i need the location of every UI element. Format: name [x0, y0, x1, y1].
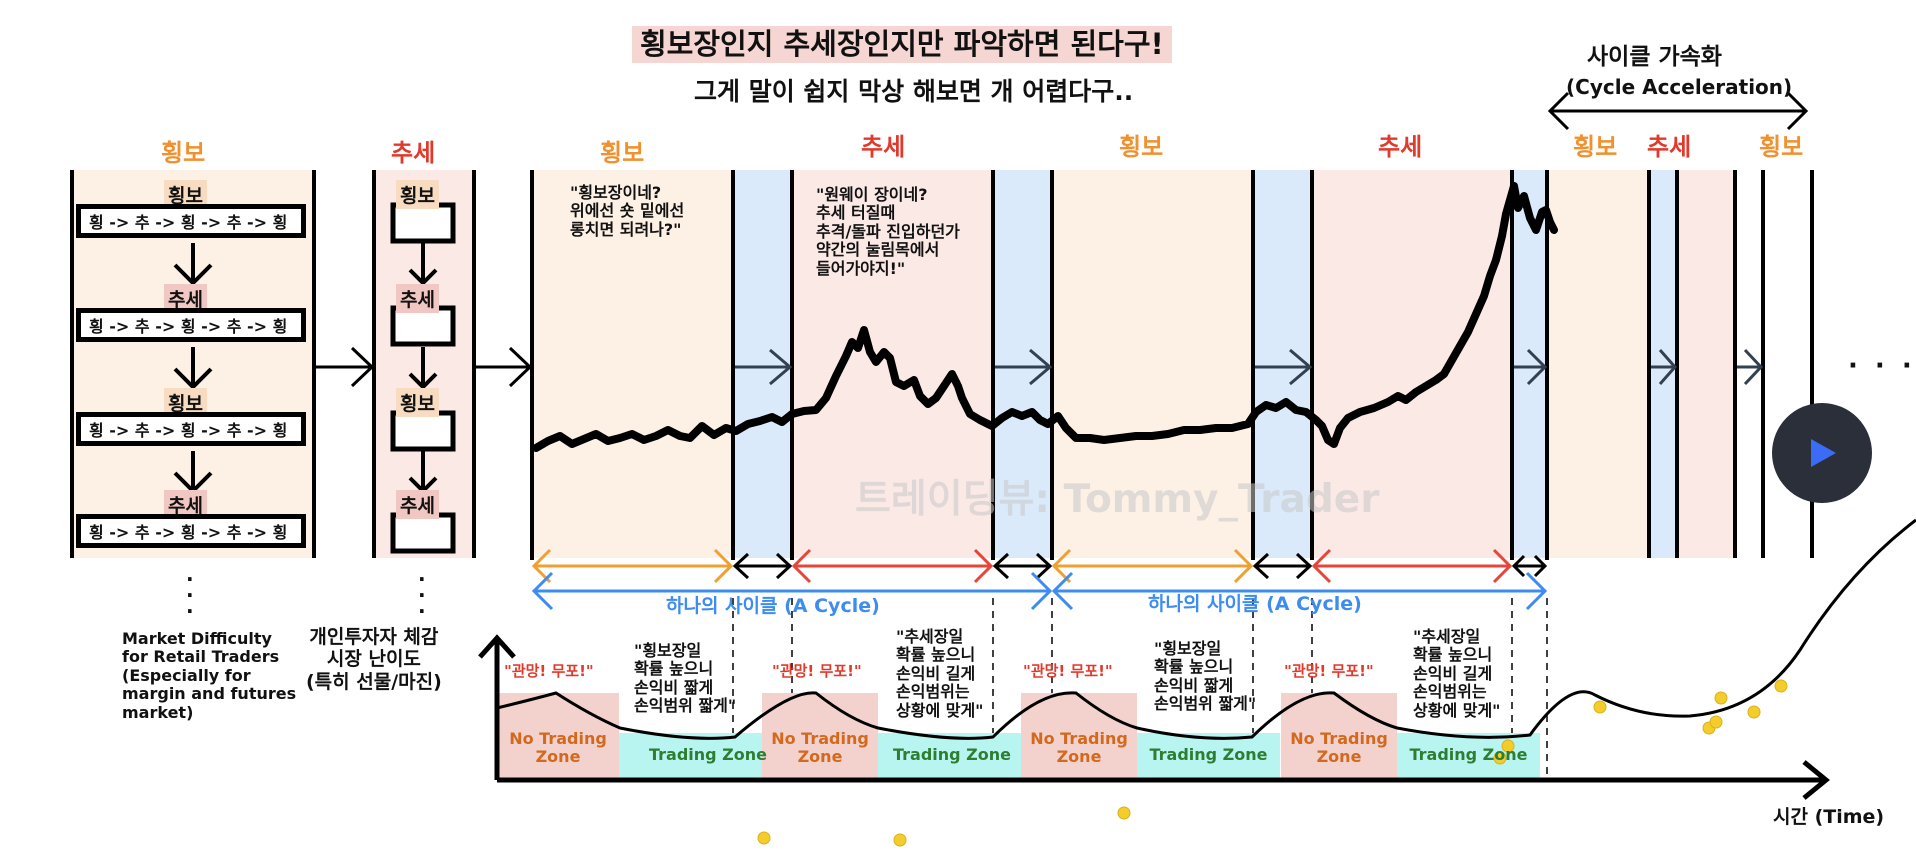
trading-zone-2: Trading Zone [892, 745, 1012, 764]
no-trading-zone-2: No Trading Zone [771, 729, 869, 767]
more-ellipsis: · · · [1848, 351, 1916, 381]
hope-label-4: "관망! 무포!" [1284, 662, 1374, 680]
transition-arrows [735, 348, 1764, 386]
zone-note-range-2: "횡보장일 확률 높으니 손익비 짧게 손익범위 짧게" [1154, 639, 1257, 714]
price-line [532, 182, 1558, 452]
transition-3-bg [1253, 170, 1312, 558]
header-col2: 추세 [391, 139, 436, 167]
cycle-arrows [531, 571, 1548, 611]
acc-trend-bg [1677, 170, 1735, 558]
decorative-dots [757, 679, 1788, 847]
middle-ellipsis: . . . [418, 562, 426, 618]
difficulty-label-en: Market Difficulty for Retail Traders (Es… [122, 629, 297, 722]
trading-zone-1: Trading Zone [648, 745, 768, 764]
difficulty-zones [497, 693, 1540, 780]
acceleration-label-ko: 사이클 가속화 [1587, 44, 1722, 70]
zone-note-trend-2: "추세장일 확률 높으니 손익비 길게 손익범위는 상황에 맞게" [1413, 627, 1501, 720]
hope-label-2: "관망! 무포!" [772, 662, 862, 680]
cycle-label-2: 하나의 사이클 (A Cycle) [1148, 593, 1362, 615]
left-sequence-2: 횡 -> 추 -> 횡 -> 추 -> 횡 [76, 308, 306, 342]
page-title: 횡보장인지 추세장인지만 파악하면 된다구! [632, 26, 1172, 64]
page-subtitle: 그게 말이 쉽지 막상 해보면 개 어렵다구.. [694, 77, 1134, 106]
phase-span-arrows [531, 548, 1548, 584]
no-trading-zone-4: No Trading Zone [1290, 729, 1388, 767]
watermark: 트레이딩뷰: Tommy_Trader [855, 477, 1380, 522]
trend-phase-2-bg [1312, 170, 1512, 558]
left-sequence-4: 횡 -> 추 -> 횡 -> 추 -> 횡 [76, 514, 306, 548]
header-acc-range-2: 횡보 [1759, 133, 1804, 161]
difficulty-axes [478, 634, 1830, 800]
zone-note-range-1: "횡보장일 확률 높으니 손익비 짧게 손익범위 짧게" [634, 641, 737, 716]
play-icon [1811, 439, 1836, 467]
header-col1: 횡보 [161, 139, 206, 167]
transition-1-bg [733, 170, 792, 558]
no-trading-zone-3: No Trading Zone [1030, 729, 1128, 767]
guide-lines [732, 598, 1548, 780]
difficulty-label-ko: 개인투자자 체감 시장 난이도 (특히 선물/마진) [306, 626, 442, 693]
transition-2-bg [993, 170, 1052, 558]
hope-label-3: "관망! 무포!" [1023, 662, 1113, 680]
middle-tag-trend-1: 추세 [396, 284, 439, 313]
left-sequence-3: 횡 -> 추 -> 횡 -> 추 -> 횡 [76, 412, 306, 446]
header-trend-2: 추세 [1378, 133, 1423, 161]
play-button[interactable] [1772, 403, 1872, 503]
middle-tag-range-2: 횡보 [396, 388, 439, 417]
zone-note-trend-1: "추세장일 확률 높으니 손익비 길게 손익범위는 상황에 맞게" [896, 627, 984, 720]
acceleration-label-en: (Cycle Acceleration) [1566, 75, 1793, 99]
left-ellipsis: . . . [186, 562, 194, 618]
cycle-label-1: 하나의 사이클 (A Cycle) [666, 595, 880, 617]
header-range-1: 횡보 [600, 139, 645, 167]
hope-label-1: "관망! 무포!" [504, 662, 594, 680]
range-quote: "횡보장이네? 위에선 숏 밑에선 롱치면 되려나?" [570, 183, 685, 239]
left-sequence-1: 횡 -> 추 -> 횡 -> 추 -> 횡 [76, 204, 306, 238]
double-arrow-icon [1547, 91, 1809, 131]
range-phase-1-bg [532, 170, 733, 558]
header-acc-trend: 추세 [1647, 133, 1692, 161]
middle-tag-range-1: 횡보 [396, 180, 439, 209]
no-trading-zone-1: No Trading Zone [509, 729, 607, 767]
middle-tag-trend-2: 추세 [396, 490, 439, 519]
header-acc-range-1: 횡보 [1573, 133, 1618, 161]
acc-range-1-bg [1547, 170, 1649, 558]
range-phase-2-bg [1052, 170, 1253, 558]
difficulty-curve [496, 518, 1916, 740]
right-arrow-icon [316, 346, 533, 388]
trading-zone-3: Trading Zone [1149, 745, 1268, 764]
time-axis-label: 시간 (Time) [1773, 806, 1885, 828]
header-range-2: 횡보 [1119, 133, 1164, 161]
trend-quote: "원웨이 장이네? 추세 터질때 추격/돌파 진입하던가 약간의 눌림목에서 들… [816, 185, 960, 278]
header-trend-1: 추세 [861, 133, 906, 161]
trading-zone-4: Trading Zone [1409, 745, 1528, 764]
